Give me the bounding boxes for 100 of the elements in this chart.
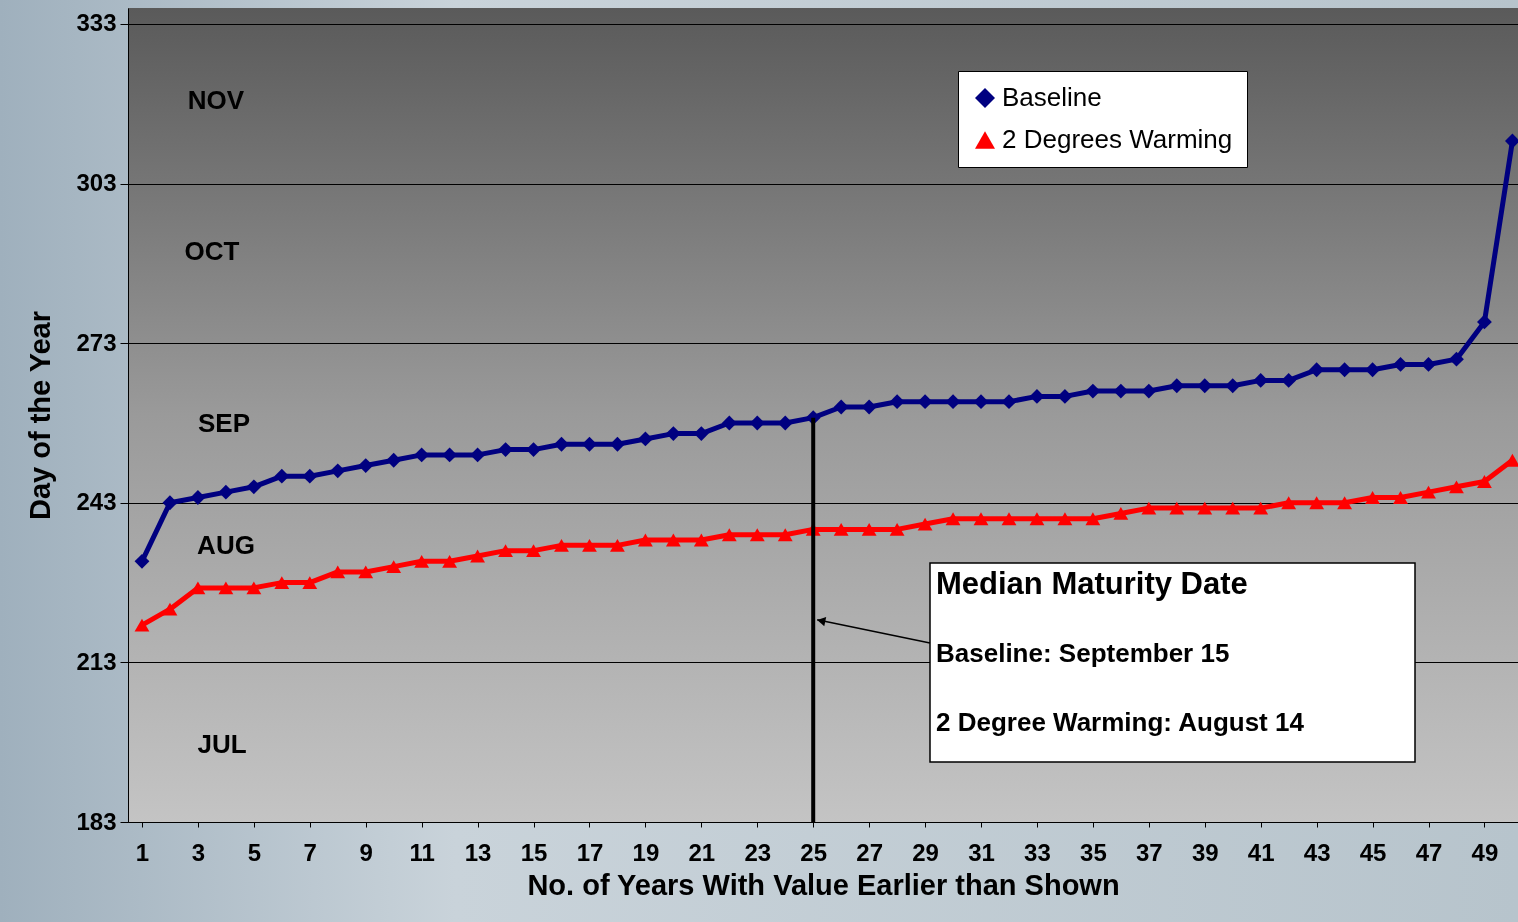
point: [442, 554, 458, 568]
x-tick-label: 29: [912, 838, 939, 866]
x-tick-label: 3: [191, 838, 206, 866]
point: [330, 463, 346, 479]
point: [693, 533, 709, 547]
point: [1113, 507, 1129, 520]
point: [945, 512, 961, 526]
point: [889, 394, 905, 410]
point: [1085, 512, 1101, 526]
point: [190, 490, 206, 505]
y-tick-label: 333: [76, 9, 117, 37]
point: [1281, 373, 1297, 388]
annotation: Median Maturity Date: [936, 566, 1248, 601]
x-tick-label: 39: [1191, 838, 1219, 866]
x-tick-label: 49: [1471, 838, 1499, 866]
point: [1169, 501, 1185, 515]
annotation: OCT: [184, 236, 240, 266]
point: [1504, 133, 1518, 149]
annotation: Baseline: September 15: [936, 638, 1230, 668]
point: [637, 431, 653, 447]
y-tick-label: 303: [76, 169, 117, 197]
point: [526, 442, 541, 457]
point: [610, 436, 625, 452]
point: [749, 528, 765, 542]
y-tick-label: 273: [76, 328, 117, 356]
point: [1421, 357, 1436, 372]
point: [665, 426, 681, 442]
point: [470, 549, 486, 563]
point: [498, 544, 513, 558]
x-tick-label: 9: [359, 838, 373, 866]
x-tick-label: 19: [632, 838, 660, 866]
x-tick-label: 35: [1080, 838, 1107, 866]
point: [610, 538, 625, 552]
legend-label: Baseline: [1002, 82, 1102, 112]
point: [1141, 501, 1157, 515]
point: [498, 442, 513, 457]
point: [721, 528, 737, 542]
point: [162, 495, 178, 511]
x-tick-label: 31: [968, 838, 995, 866]
x-tick-label: 11: [409, 838, 435, 866]
point: [1057, 512, 1073, 526]
point: [218, 581, 234, 595]
annotation: AUG: [197, 530, 255, 560]
x-tick-label: 21: [688, 838, 716, 866]
point: [1029, 512, 1045, 526]
point: [665, 533, 681, 547]
point: [1449, 351, 1464, 367]
x-tick-label: 33: [1024, 838, 1051, 866]
point: [134, 553, 150, 569]
annotation: 2 Degree Warming: August 14: [936, 707, 1305, 737]
legend-label: 2 Degrees Warming: [1002, 124, 1233, 154]
x-tick-label: 17: [576, 838, 604, 866]
point: [1365, 362, 1380, 378]
x-tick-label: 41: [1247, 838, 1275, 866]
annotation: NOV: [187, 85, 245, 115]
point: [1365, 491, 1380, 504]
x-tick-label: 5: [247, 838, 262, 866]
x-tick-label: 37: [1135, 838, 1163, 866]
point: [302, 468, 318, 484]
point: [386, 560, 402, 574]
point: [1449, 480, 1464, 494]
point: [1001, 394, 1017, 410]
point: [470, 447, 486, 463]
point: [1253, 501, 1269, 515]
point: [861, 522, 877, 536]
point: [1309, 496, 1325, 510]
point: [330, 565, 346, 579]
annotation: JUL: [197, 729, 247, 759]
point: [917, 517, 933, 531]
point: [917, 394, 933, 410]
point: [1421, 485, 1436, 499]
point: [973, 512, 989, 526]
x-tick-label: 7: [303, 838, 317, 866]
point: [582, 436, 597, 452]
point: [973, 394, 989, 410]
x-tick-label: 25: [800, 838, 828, 866]
point: [889, 522, 905, 536]
y-tick-label: 213: [76, 647, 117, 675]
point: [1197, 501, 1213, 515]
point: [945, 394, 961, 410]
point: [1393, 491, 1408, 504]
point: [1393, 357, 1408, 372]
point: [526, 544, 541, 558]
point: [1001, 512, 1017, 526]
point: [777, 528, 793, 542]
point: [134, 618, 150, 632]
point: [414, 554, 430, 568]
x-tick-label: 1: [135, 838, 150, 866]
point: [833, 522, 849, 536]
point: [554, 436, 569, 452]
point: [1141, 383, 1157, 399]
point: [721, 415, 737, 431]
x-tick-label: 15: [520, 838, 548, 866]
point: [1225, 501, 1241, 515]
y-tick-label: 243: [76, 488, 117, 516]
y-tick-label: 183: [76, 807, 117, 835]
annotation: SEP: [197, 408, 251, 438]
point: [358, 458, 374, 473]
point: [246, 479, 262, 495]
point: [833, 399, 849, 415]
